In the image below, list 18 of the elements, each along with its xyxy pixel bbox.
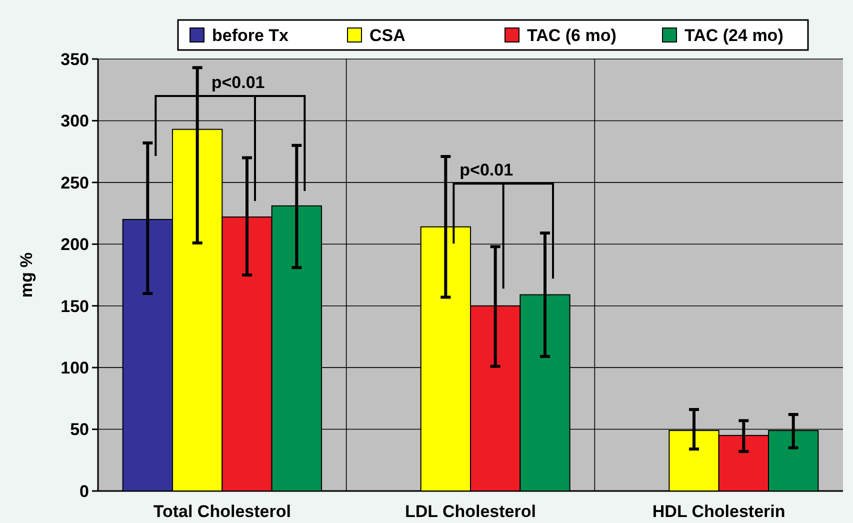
legend-label: TAC (6 mo) bbox=[527, 26, 616, 45]
legend-label: CSA bbox=[370, 26, 406, 45]
y-tick-label: 300 bbox=[60, 112, 89, 131]
x-tick-label: Total Cholesterol bbox=[153, 502, 291, 521]
annotation: p<0.01 bbox=[460, 160, 514, 180]
y-tick-label: 150 bbox=[60, 296, 89, 316]
legend-label: before Tx bbox=[212, 26, 290, 45]
x-tick-label: LDL Cholesterol bbox=[405, 502, 536, 521]
annotation: p<0.01 bbox=[211, 73, 265, 92]
y-axis-title: mg % bbox=[17, 252, 36, 298]
y-tick-label: 0 bbox=[80, 482, 89, 501]
y-tick-label: 350 bbox=[60, 50, 89, 69]
y-tick-label: 250 bbox=[60, 173, 89, 192]
y-tick-label: 100 bbox=[60, 358, 89, 378]
legend-label: TAC (24 mo) bbox=[684, 26, 784, 45]
x-tick-label: HDL Cholesterin bbox=[652, 502, 786, 521]
y-tick-label: 50 bbox=[70, 420, 89, 440]
y-tick-label: 200 bbox=[60, 235, 89, 254]
